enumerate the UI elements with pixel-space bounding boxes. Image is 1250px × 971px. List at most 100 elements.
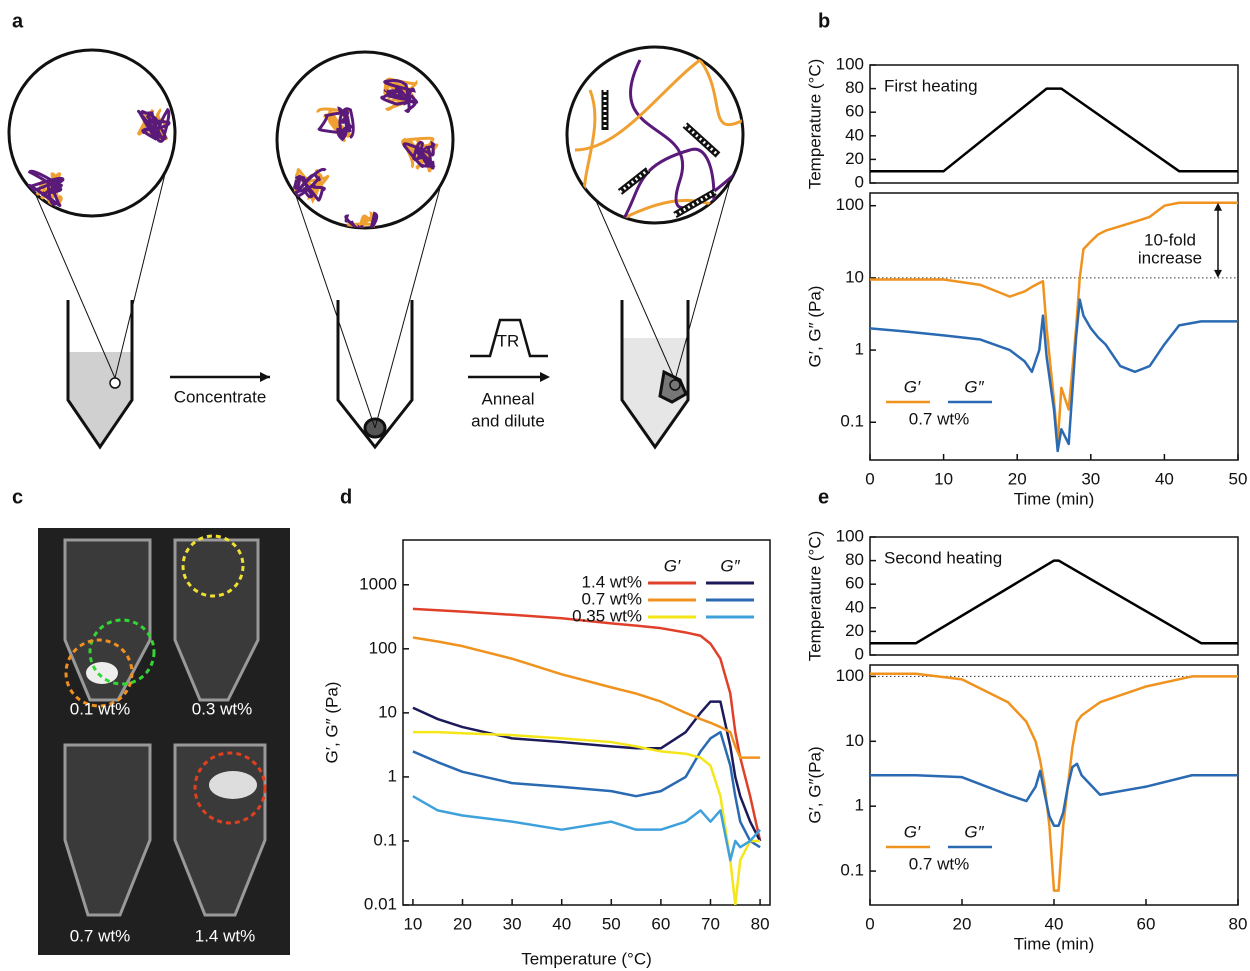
y-tick-label: 60	[845, 102, 864, 121]
x-axis-label: Time (min)	[1014, 489, 1095, 508]
x-tick-label: 20	[953, 914, 972, 933]
photo-label: 0.3 wt%	[192, 699, 252, 718]
plot-frame	[869, 536, 1239, 656]
polymer	[629, 59, 743, 210]
y-tick-label: 20	[845, 149, 864, 168]
y-axis-label: G′, G″ (Pa)	[322, 682, 341, 764]
chart: 0 20 40 60 80 100 Temperature (°C) Second heati…	[805, 526, 1239, 663]
data-line	[412, 607, 762, 842]
polymer	[137, 107, 171, 143]
y-tick-label: 10	[845, 267, 864, 286]
data-line	[870, 559, 1238, 645]
data-line	[870, 672, 1238, 892]
data-line	[412, 730, 761, 905]
x-tick-label: 10	[403, 914, 422, 933]
polymer	[402, 140, 436, 170]
annotation: First heating	[884, 76, 978, 95]
photo-label: 0.1 wt%	[70, 699, 130, 718]
polymer	[291, 167, 327, 202]
legend-label: G′	[904, 377, 921, 396]
y-tick-label: 1	[855, 796, 864, 815]
data-line	[870, 201, 1238, 446]
data-line	[870, 298, 1238, 453]
data-line	[412, 795, 762, 862]
x-tick-label: 50	[602, 914, 621, 933]
polymer	[423, 196, 453, 228]
panel-label: d	[340, 486, 352, 508]
y-tick-label: 100	[836, 54, 864, 73]
y-tick-label: 0	[855, 644, 864, 663]
polymer	[341, 211, 379, 228]
legend-label: G′	[904, 822, 921, 841]
y-tick-label: 40	[845, 125, 864, 144]
legend-label: 0.35 wt%	[572, 606, 642, 625]
plot-frame	[402, 539, 771, 906]
x-tick-label: 60	[651, 914, 670, 933]
schematic	[7, 45, 745, 450]
duplex	[682, 122, 721, 158]
x-tick-label: 0	[865, 914, 874, 933]
legend-label: 0.7 wt%	[582, 589, 642, 608]
x-tick-label: 70	[701, 914, 720, 933]
step-label: Anneal	[482, 389, 535, 408]
arrow-head	[1214, 202, 1222, 278]
x-tick-label: 60	[1137, 914, 1156, 933]
panel-label: c	[12, 486, 23, 508]
annotation: increase	[1138, 248, 1202, 267]
x-tick-label: 20	[453, 914, 472, 933]
x-tick-label: 10	[934, 469, 953, 488]
x-axis-label: Time (min)	[1014, 934, 1095, 953]
x-tick-label: 50	[1229, 469, 1248, 488]
y-axis-label: Temperature (°C)	[805, 531, 824, 662]
y-tick-label: 0.01	[364, 894, 397, 913]
photo	[38, 528, 290, 955]
polymer	[27, 169, 65, 210]
step-label: and dilute	[471, 411, 545, 430]
y-tick-label: 100	[836, 526, 864, 545]
y-tick-label: 0.1	[840, 861, 864, 880]
y-tick-label: 0	[855, 172, 864, 191]
y-axis-label: G′, G″(Pa)	[805, 746, 824, 823]
x-axis-label: Temperature (°C)	[521, 949, 652, 968]
x-tick-label: 80	[751, 914, 770, 933]
chart: 0.1 1 10 100 0 20 40 60 80 G′, G″(Pa) Time (min) G′…	[805, 664, 1247, 953]
x-tick-label: 40	[1155, 469, 1174, 488]
polymer	[317, 106, 355, 142]
step-label: Concentrate	[174, 387, 267, 406]
y-tick-label: 0.1	[373, 830, 397, 849]
y-tick-label: 80	[845, 550, 864, 569]
duplex	[673, 188, 717, 219]
x-tick-label: 30	[1081, 469, 1100, 488]
y-tick-label: 1000	[359, 574, 397, 593]
panel-label: a	[12, 10, 24, 32]
y-tick-label: 10	[378, 702, 397, 721]
chart: 0.01 0.1 1 10 100 1000 10 20 30 40 50 60 70 80 G′, G″ …	[322, 539, 771, 968]
plot-frame	[869, 64, 1239, 184]
y-tick-label: 100	[836, 666, 864, 685]
legend-label: 1.4 wt%	[582, 572, 642, 591]
x-tick-label: 0	[865, 469, 874, 488]
polymer	[574, 57, 743, 152]
panel-label: b	[818, 10, 830, 32]
y-tick-label: 80	[845, 78, 864, 97]
x-tick-label: 40	[552, 914, 571, 933]
annotation: Second heating	[884, 548, 1002, 567]
y-tick-label: 100	[369, 638, 397, 657]
legend-header: G″	[720, 556, 740, 575]
legend-label: G″	[964, 822, 984, 841]
y-axis-label: G′, G″ (Pa)	[805, 286, 824, 368]
y-tick-label: 1	[388, 766, 397, 785]
y-tick-label: 40	[845, 597, 864, 616]
photo-label: 0.7 wt%	[70, 926, 130, 945]
plot-frame	[869, 192, 1239, 461]
polymer	[342, 210, 381, 228]
data-line	[870, 87, 1238, 173]
legend-label: G″	[964, 377, 984, 396]
y-tick-label: 100	[836, 195, 864, 214]
photo-label: 1.4 wt%	[195, 926, 255, 945]
y-tick-label: 10	[845, 731, 864, 750]
x-tick-label: 40	[1045, 914, 1064, 933]
duplex	[619, 168, 649, 194]
